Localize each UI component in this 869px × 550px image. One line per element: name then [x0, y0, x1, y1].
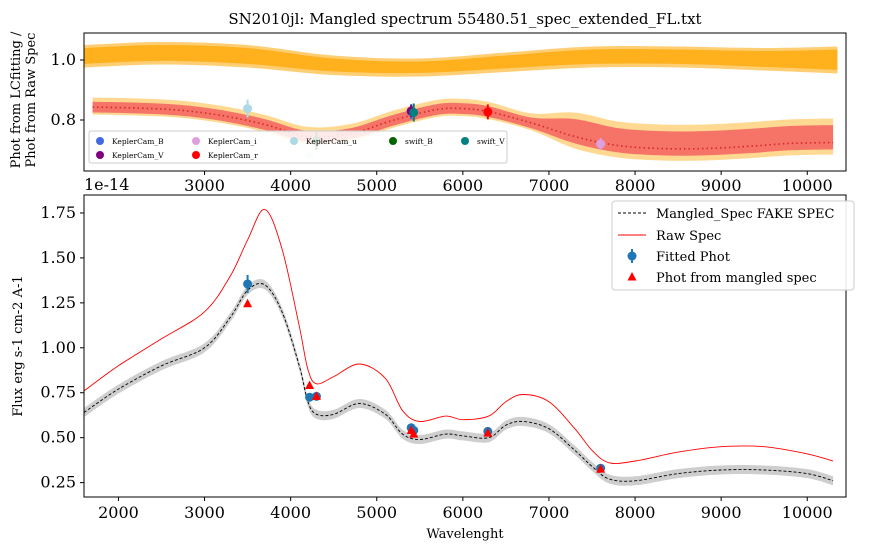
top-y-tick-label-0: 0.8: [51, 110, 76, 129]
bottom-x-axis-label: Wavelenght: [426, 527, 504, 542]
top-x-tick-label-4: 7000: [529, 176, 570, 195]
top-legend-marker-3: [389, 137, 397, 145]
mangled-phot-point-4: [409, 429, 419, 438]
mangled-phot-point-5: [483, 428, 493, 437]
top-legend-marker-0: [96, 137, 104, 145]
top-point-6: [409, 108, 419, 117]
top-x-tick-label-7: 10000: [782, 176, 833, 195]
bottom-legend-label-0: Mangled_Spec FAKE SPEC: [656, 207, 835, 222]
top-y-axis-label-line1: Phot from LCfitting /: [9, 31, 24, 168]
bottom-legend-label-1: Raw Spec: [656, 229, 721, 244]
bottom-plot-frame: [83, 194, 847, 498]
top-point-4: [243, 104, 253, 114]
top-x-tick-label-3: 6000: [442, 176, 483, 195]
bottom-legend-marker-2: [627, 251, 637, 261]
top-legend-label-1: KeplerCam_i: [208, 137, 257, 146]
bottom-x-tick-label-2: 4000: [270, 503, 311, 522]
top-legend-label-5: KeplerCam_V: [112, 151, 164, 160]
bottom-x-tick-label-5: 7000: [529, 503, 570, 522]
bottom-x-tick-label-3: 5000: [356, 503, 397, 522]
bottom-legend-frame: [611, 200, 855, 291]
bottom-legend-marker-3: [627, 272, 637, 281]
top-chart-title: SN2010jl: Mangled spectrum 55480.51_spec…: [228, 10, 701, 28]
bottom-plot-area: [83, 208, 834, 486]
top-legend-label-2: KeplerCam_u: [306, 137, 357, 146]
top-x-tick-label-2: 5000: [356, 176, 397, 195]
top-legend-marker-5: [96, 151, 104, 159]
bottom-x-tick-label-6: 8000: [615, 503, 656, 522]
bottom-legend-label-3: Phot from mangled spec: [656, 271, 817, 286]
top-axes: 3000 4000 5000 6000 7000 8000 9000 10000 0.8 1.0: [51, 50, 833, 195]
top-offset-text: 1e-14: [84, 175, 129, 194]
fitted-phot-point-1: [305, 392, 315, 402]
bottom-y-tick-label-6: 1.75: [40, 203, 76, 222]
top-plot-frame: [83, 32, 847, 172]
bottom-x-tick-label-7: 9000: [701, 503, 742, 522]
top-x-tick-label-5: 8000: [615, 176, 656, 195]
bottom-y-tick-label-3: 1.00: [40, 338, 76, 357]
ratio-band-red: [92, 101, 834, 156]
top-legend-label-0: KeplerCam_B: [112, 137, 164, 146]
mangled-phot-point-2: [311, 391, 321, 400]
mangled-phot-point-6: [596, 464, 606, 473]
mangled-spec-band: [84, 278, 834, 486]
top-y-axis-label-line2: Phot from Raw Spec: [24, 33, 39, 168]
top-point-2: [596, 139, 606, 149]
top-legend-marker-1: [192, 137, 200, 145]
orange-band-inner: [84, 45, 838, 74]
top-legend-marker-4: [461, 137, 469, 145]
bottom-y-tick-label-1: 0.50: [40, 428, 76, 447]
top-legend-marker-2: [290, 137, 298, 145]
top-legend-label-6: KeplerCam_r: [208, 151, 258, 160]
bottom-y-tick-label-4: 1.25: [40, 293, 76, 312]
top-legend: KeplerCam_B KeplerCam_i KeplerCam_u swift_B…: [88, 130, 508, 164]
bottom-x-tick-label-0: 2000: [98, 503, 139, 522]
top-y-tick-label-1: 1.0: [51, 50, 76, 69]
bottom-x-tick-label-8: 10000: [782, 503, 833, 522]
bottom-y-tick-label-0: 0.25: [40, 473, 76, 492]
top-x-tick-label-6: 9000: [701, 176, 742, 195]
bottom-y-tick-label-5: 1.50: [40, 248, 76, 267]
top-x-tick-label-0: 3000: [184, 176, 225, 195]
bottom-y-tick-label-2: 0.75: [40, 383, 76, 402]
raw-spec-line: [83, 208, 834, 464]
top-legend-marker-6: [192, 151, 200, 159]
top-legend-label-3: swift_B: [405, 137, 433, 146]
bottom-y-axis-label: Flux erg s-1 cm-2 A-1: [11, 275, 26, 416]
top-legend-label-4: swift_V: [477, 137, 505, 146]
bottom-axes: 2000 3000 4000 5000 6000 7000 8000 9000 10000 0.2…: [40, 203, 832, 522]
fitted-phot-point-0: [243, 279, 253, 289]
bottom-x-tick-label-4: 6000: [442, 503, 483, 522]
top-point-3: [483, 107, 493, 117]
mangled-phot-point-1: [305, 380, 315, 390]
top-x-tick-label-1: 4000: [270, 176, 311, 195]
bottom-legend: Mangled_Spec FAKE SPEC Raw Spec Fitted Pho…: [611, 200, 855, 291]
mangled-phot-point-0: [243, 298, 253, 308]
bottom-legend-label-2: Fitted Phot: [656, 250, 731, 265]
bottom-x-tick-label-1: 3000: [184, 503, 225, 522]
mangled-spec-line: [83, 283, 834, 482]
